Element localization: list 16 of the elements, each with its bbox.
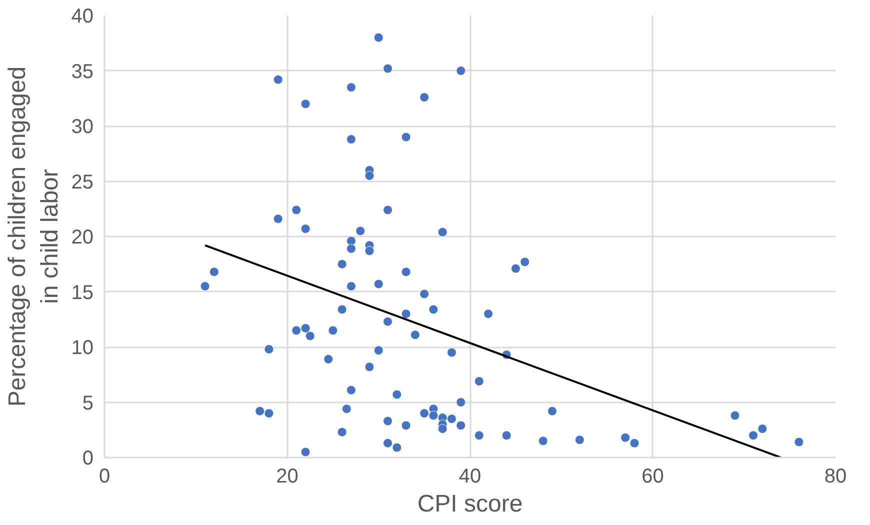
x-tick-label: 0 bbox=[98, 466, 110, 488]
y-tick-label: 15 bbox=[71, 282, 94, 304]
y-axis-title: Percentage of children engaged in child labor bbox=[4, 66, 64, 407]
y-tick-label: 20 bbox=[71, 226, 94, 248]
y-tick-label: 0 bbox=[82, 448, 94, 470]
y-tick-label: 5 bbox=[82, 392, 94, 414]
x-tick-label: 40 bbox=[458, 466, 482, 488]
x-tick-label: 20 bbox=[276, 466, 298, 488]
x-tick-label: 60 bbox=[642, 466, 664, 488]
y-tick-label: 40 bbox=[71, 6, 94, 28]
x-axis-title: CPI score bbox=[417, 490, 523, 518]
x-tick-label: 80 bbox=[824, 466, 847, 488]
y-tick-label: 35 bbox=[71, 60, 94, 83]
y-tick-label: 25 bbox=[71, 171, 94, 194]
y-tick-label: 30 bbox=[71, 116, 94, 138]
y-tick-label: 10 bbox=[71, 337, 94, 359]
